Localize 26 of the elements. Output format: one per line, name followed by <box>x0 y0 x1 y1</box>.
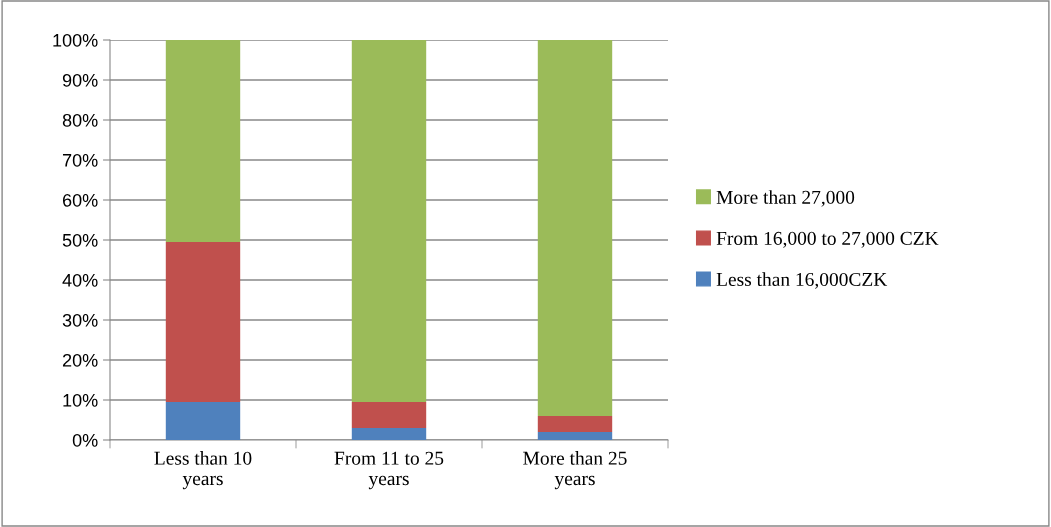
y-tick-label: 40% <box>62 273 98 287</box>
bar <box>165 242 241 402</box>
legend-label: More than 27,000 <box>716 190 855 207</box>
bar <box>165 40 241 242</box>
y-tick-label: 60% <box>62 193 98 207</box>
y-tick-label: 50% <box>62 233 98 247</box>
y-tick-label: 30% <box>62 313 98 327</box>
bar <box>537 432 613 440</box>
bar <box>537 40 613 416</box>
y-tick-label: 70% <box>62 153 98 167</box>
y-tick-label: 90% <box>62 73 98 87</box>
bar <box>351 402 427 428</box>
legend-label: From 16,000 to 27,000 CZK <box>716 231 939 248</box>
legend-label: Less than 16,000CZK <box>716 272 888 289</box>
y-tick-label: 100% <box>53 33 98 47</box>
x-tick-label: Less than 10 years <box>154 451 252 490</box>
y-tick-label: 20% <box>62 353 98 367</box>
bar <box>351 428 427 440</box>
y-tick-label: 80% <box>62 113 98 127</box>
x-tick-label: More than 25 years <box>523 451 627 490</box>
x-tick-label: From 11 to 25 years <box>334 451 444 490</box>
bar <box>165 402 241 440</box>
y-tick-label: 10% <box>63 393 98 407</box>
y-tick-label: 0% <box>72 433 98 447</box>
bar <box>351 40 427 402</box>
bar <box>537 416 613 432</box>
